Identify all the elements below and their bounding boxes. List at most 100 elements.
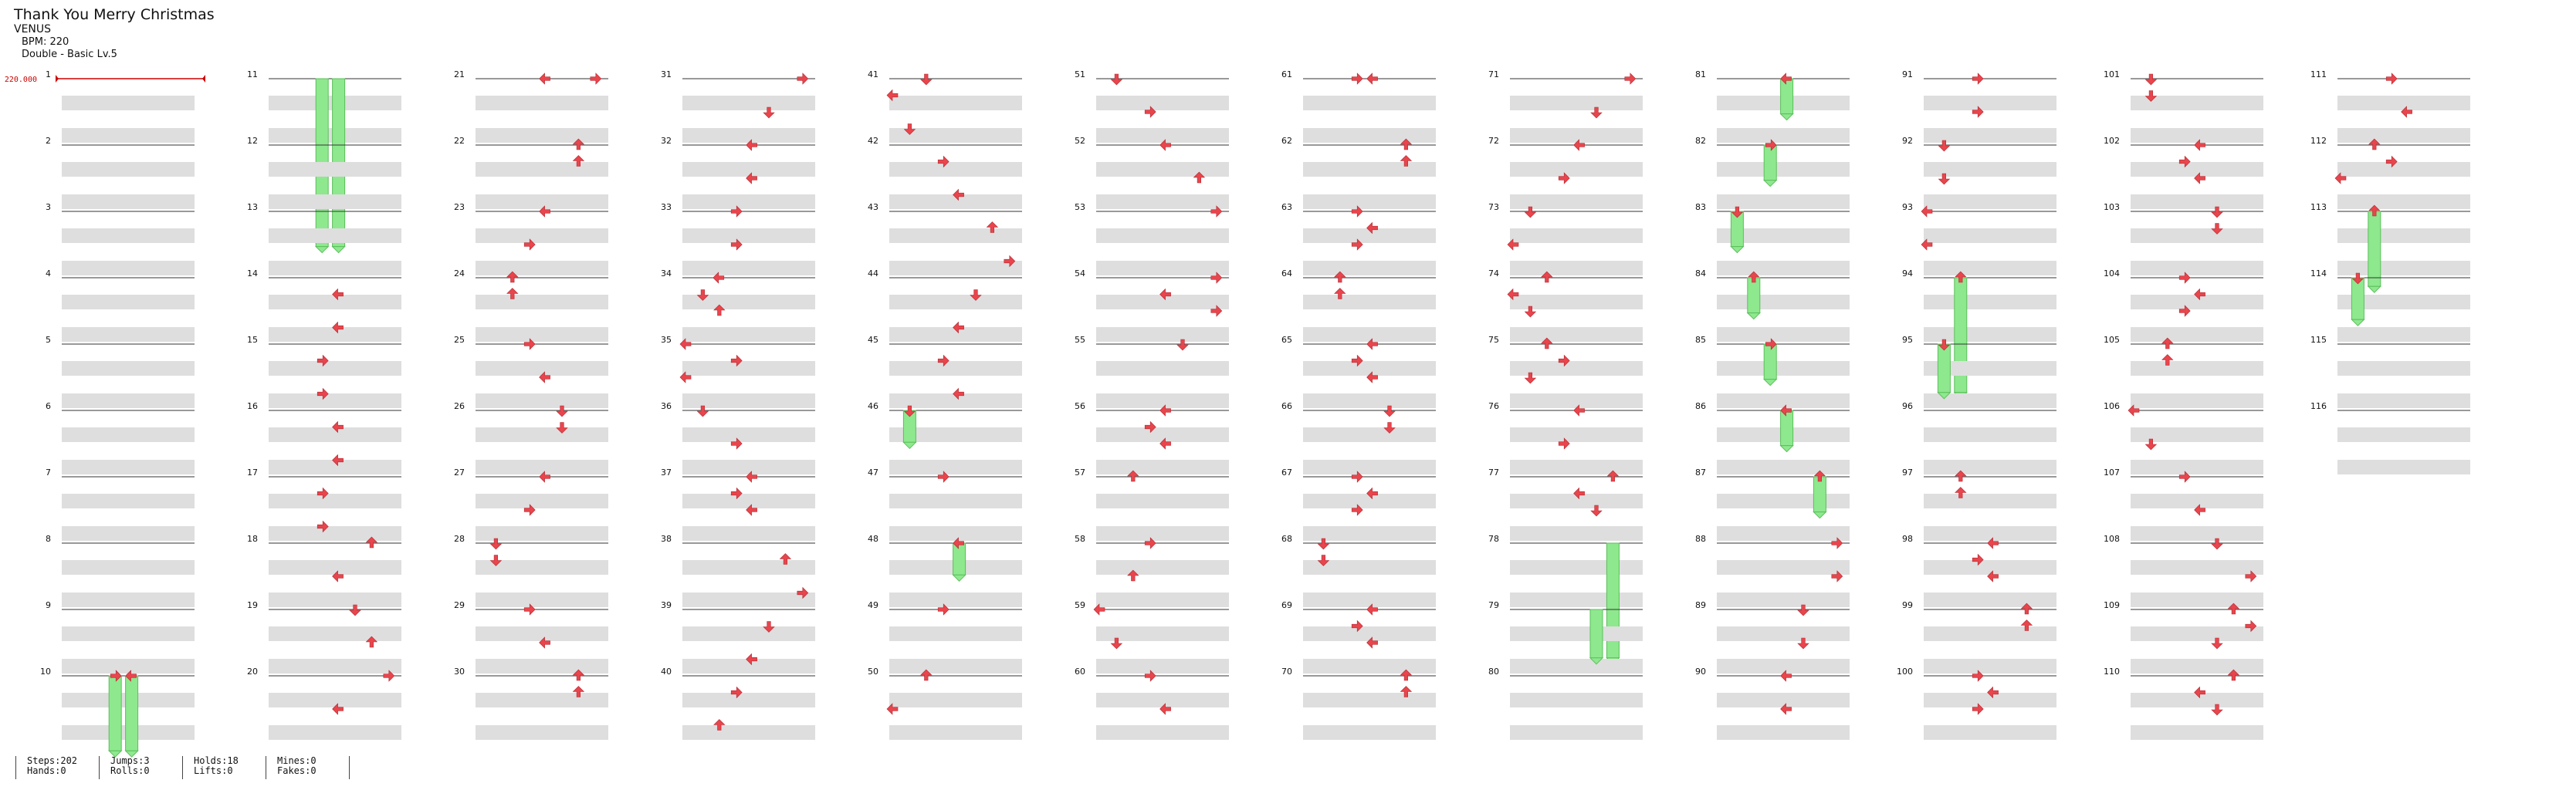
song-artist: VENUS (14, 23, 52, 35)
measure-band (476, 96, 608, 110)
measure-number: 46 (868, 401, 878, 411)
hold-tail (2351, 319, 2365, 326)
hold-tail (314, 246, 330, 254)
stat-line: Steps:202 (27, 755, 78, 766)
measure-number: 109 (2104, 600, 2120, 610)
up-arrow-icon (1955, 470, 1967, 482)
right-arrow-icon (1972, 670, 1984, 682)
measure-band (476, 261, 608, 275)
bpm-marker-end (202, 75, 205, 83)
up-arrow-icon (2227, 603, 2240, 615)
measure-band (62, 460, 195, 474)
up-arrow-icon (1541, 271, 1553, 283)
measure-band (1096, 194, 1229, 209)
measure-number: 30 (454, 667, 465, 677)
measure-band (1510, 460, 1643, 474)
measure-band (1510, 162, 1643, 177)
left-arrow-icon (2401, 106, 2412, 118)
right-arrow-icon (590, 73, 602, 85)
left-arrow-icon (679, 371, 692, 383)
measure-number: 32 (661, 136, 672, 146)
up-arrow-icon (506, 271, 519, 283)
measure-band (1303, 261, 1436, 275)
up-arrow-icon (1541, 337, 1553, 349)
measure-band (1924, 560, 2056, 575)
measure-number: 86 (1695, 401, 1706, 411)
hold-tail (124, 750, 139, 758)
measure-band (2337, 460, 2470, 474)
measure-number: 67 (1281, 468, 1292, 478)
down-arrow-icon (1524, 372, 1537, 384)
left-arrow-icon (1780, 404, 1792, 417)
measure-number: 50 (868, 667, 878, 677)
left-arrow-icon (746, 471, 757, 483)
measure-number: 68 (1281, 534, 1292, 544)
hold-body (2368, 211, 2381, 287)
right-arrow-icon (1624, 73, 1637, 85)
measure-band (2131, 194, 2263, 209)
measure-band (1510, 494, 1643, 508)
measure-band (269, 361, 401, 376)
right-arrow-icon (2178, 305, 2191, 317)
measure-band (1924, 361, 2056, 376)
right-arrow-icon (2178, 155, 2191, 168)
measure-band (1924, 494, 2056, 508)
measure-band (1510, 427, 1643, 442)
measure-number: 93 (1902, 202, 1913, 212)
measure-number: 6 (46, 401, 51, 411)
measure-band (269, 693, 401, 707)
measure-band (2131, 693, 2263, 707)
measure-band (476, 327, 608, 342)
measure-band (1303, 295, 1436, 309)
left-arrow-icon (1366, 338, 1378, 350)
measure-band (1096, 228, 1229, 243)
down-arrow-icon (489, 538, 503, 550)
measure-band (1510, 560, 1643, 575)
measure-band (1510, 228, 1643, 243)
measure-number: 105 (2104, 335, 2120, 345)
up-arrow-icon (1334, 271, 1346, 283)
measure-number: 26 (454, 401, 465, 411)
down-arrow-icon (1383, 422, 1396, 434)
right-arrow-icon (2178, 471, 2191, 483)
measure-band (1924, 626, 2056, 641)
measure-number: 5 (46, 335, 51, 345)
measure-number: 31 (661, 69, 672, 79)
measure-band (1510, 128, 1643, 143)
stats-divider (349, 756, 350, 779)
measure-band (1303, 393, 1436, 408)
up-arrow-icon (2227, 669, 2240, 681)
right-arrow-icon (1831, 570, 1843, 582)
measure-band (2131, 494, 2263, 508)
left-arrow-icon (125, 670, 137, 682)
measure-band (62, 659, 195, 674)
measure-band (682, 659, 815, 674)
measure-band (476, 592, 608, 607)
measure-band (1924, 659, 2056, 674)
down-arrow-icon (1938, 140, 1951, 152)
measure-band (1303, 592, 1436, 607)
measure-number: 88 (1695, 534, 1706, 544)
left-arrow-icon (679, 338, 692, 350)
measure-band (2337, 228, 2470, 243)
measure-band (476, 194, 608, 209)
measure-band (1096, 162, 1229, 177)
up-arrow-icon (572, 138, 585, 150)
measure-band (682, 725, 815, 740)
up-arrow-icon (920, 669, 933, 681)
measure-band (476, 526, 608, 541)
right-arrow-icon (1144, 670, 1156, 682)
left-arrow-icon (953, 188, 964, 201)
measure-number: 82 (1695, 136, 1706, 146)
up-arrow-icon (572, 686, 585, 697)
measure-band (2131, 96, 2263, 110)
measure-band (62, 162, 195, 177)
right-arrow-icon (1558, 437, 1570, 450)
left-arrow-icon (539, 471, 550, 483)
measure-band (62, 228, 195, 243)
measure-number: 74 (1488, 268, 1499, 279)
measure-band (889, 693, 1022, 707)
left-arrow-icon (1093, 603, 1105, 616)
left-arrow-icon (1159, 703, 1171, 715)
measure-number: 18 (247, 534, 258, 544)
